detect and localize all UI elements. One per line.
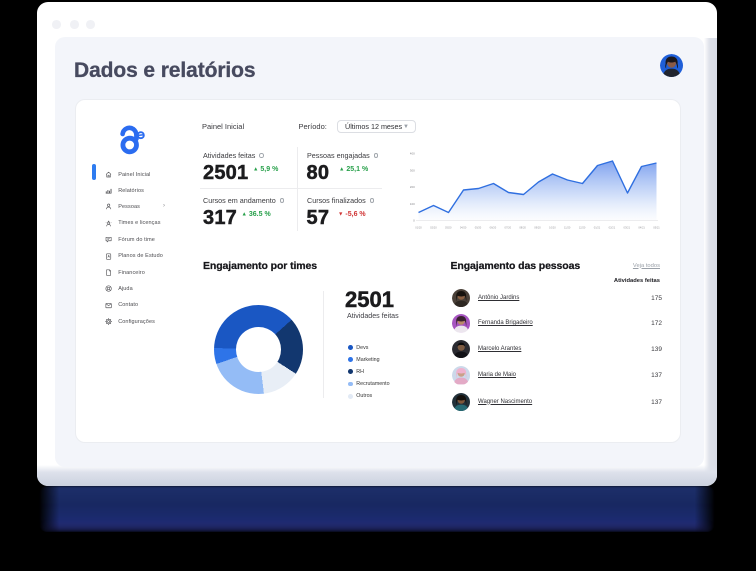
svg-text:10/20: 10/20 [549,225,556,229]
svg-text:05/20: 05/20 [474,225,481,229]
svg-text:11/20: 11/20 [564,225,571,229]
svg-text:300: 300 [410,168,415,172]
svg-text:100: 100 [410,201,415,205]
svg-text:01/20: 01/20 [415,225,422,229]
svg-text:04/21: 04/21 [638,225,645,229]
svg-text:01/21: 01/21 [593,225,600,229]
svg-text:400: 400 [410,151,415,155]
svg-text:12/20: 12/20 [578,225,585,229]
svg-text:03/21: 03/21 [623,225,630,229]
svg-text:03/20: 03/20 [444,225,451,229]
svg-text:200: 200 [410,185,415,189]
svg-text:02/21: 02/21 [608,225,615,229]
svg-text:07/20: 07/20 [504,225,511,229]
svg-text:06/20: 06/20 [489,225,496,229]
svg-text:02/20: 02/20 [430,225,437,229]
svg-text:08/20: 08/20 [519,225,526,229]
svg-text:09/20: 09/20 [534,225,541,229]
svg-text:04/20: 04/20 [459,225,466,229]
svg-text:0: 0 [413,218,415,222]
svg-text:05/21: 05/21 [653,225,660,229]
svg-text:A: A [107,254,110,258]
